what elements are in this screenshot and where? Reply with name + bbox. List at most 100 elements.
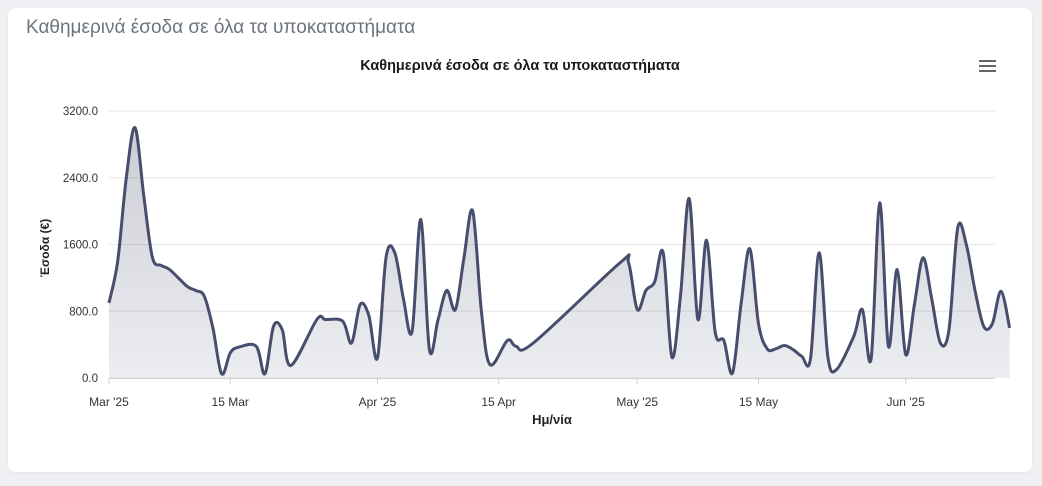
x-tick-label: Apr '25: [359, 395, 397, 409]
data-point: [376, 356, 380, 360]
y-tick-label: 1600.0: [63, 240, 98, 252]
data-point: [739, 301, 743, 305]
data-point: [938, 341, 942, 345]
data-point: [973, 288, 977, 292]
data-point: [964, 243, 968, 247]
data-point: [809, 357, 813, 361]
data-point: [159, 263, 163, 267]
data-point: [150, 255, 154, 259]
y-tick-label: 2400.0: [63, 173, 98, 185]
data-point: [350, 341, 354, 345]
y-axis-ticks: 0.0 800.0 1600.0 2400.0 3200.0: [63, 106, 98, 385]
data-point: [220, 372, 224, 376]
revenue-area-chart: Καθημερινά έσοδα σε όλα τα υποκαταστήματ…: [38, 56, 1012, 427]
data-point: [912, 303, 916, 307]
data-point: [514, 344, 518, 348]
data-point: [315, 318, 319, 322]
data-point: [462, 255, 466, 259]
y-tick-label: 3200.0: [63, 106, 98, 118]
data-point: [791, 348, 795, 352]
data-point: [653, 280, 657, 284]
chart-title: Καθημερινά έσοδα σε όλα τα υποκαταστήματ…: [360, 58, 680, 74]
data-point: [341, 319, 345, 323]
data-point: [436, 318, 440, 322]
data-point: [384, 255, 388, 259]
data-point: [826, 354, 830, 358]
data-point: [254, 344, 258, 348]
data-point: [367, 313, 371, 317]
data-point: [731, 371, 735, 375]
data-point: [852, 334, 856, 338]
x-tick-label: 15 May: [739, 395, 778, 409]
data-point: [930, 297, 934, 301]
x-tick-label: Mar '25: [89, 395, 129, 409]
data-point: [679, 293, 683, 297]
data-point: [904, 353, 908, 357]
data-point: [202, 294, 206, 298]
data-point: [757, 322, 761, 326]
data-point: [453, 308, 457, 312]
data-point: [999, 289, 1003, 293]
data-point: [194, 288, 198, 292]
data-point: [696, 318, 700, 322]
data-point: [765, 347, 769, 351]
y-tick-label: 800.0: [69, 306, 98, 318]
data-point: [272, 324, 276, 328]
data-point: [800, 354, 804, 358]
data-point: [401, 297, 405, 301]
data-point: [237, 345, 241, 349]
data-point: [471, 209, 475, 213]
data-point: [1008, 326, 1012, 330]
data-point: [878, 201, 882, 205]
data-point: [869, 357, 873, 361]
data-point: [627, 261, 631, 265]
data-point: [947, 328, 951, 332]
data-point: [488, 363, 492, 367]
data-point: [860, 308, 864, 312]
data-point: [142, 192, 146, 196]
data-point: [956, 226, 960, 230]
x-tick-label: May '25: [616, 395, 658, 409]
data-point: [531, 341, 535, 345]
x-axis-ticks: Mar '25 15 Mar Apr '25 15 Apr May '25 15 May J…: [89, 378, 995, 409]
data-point: [661, 251, 665, 255]
data-point: [817, 251, 821, 255]
chart-menu-icon[interactable]: [976, 56, 1000, 78]
data-point: [133, 126, 137, 130]
x-tick-label: Jun '25: [887, 395, 926, 409]
data-point: [990, 322, 994, 326]
data-point: [687, 197, 691, 201]
data-point: [116, 259, 120, 263]
data-point: [705, 238, 709, 242]
data-point: [324, 318, 328, 322]
data-point: [228, 351, 232, 355]
data-point: [886, 344, 890, 348]
data-point: [185, 284, 189, 288]
data-point: [107, 301, 111, 305]
data-point: [479, 309, 483, 313]
data-point: [280, 328, 284, 332]
data-point: [505, 339, 509, 343]
y-tick-label: 0.0: [82, 373, 98, 385]
data-point: [419, 218, 423, 222]
data-point: [445, 288, 449, 292]
revenue-line: [107, 126, 1012, 376]
data-point: [644, 288, 648, 292]
data-point: [748, 247, 752, 251]
data-point: [393, 251, 397, 255]
data-point: [427, 348, 431, 352]
data-point: [895, 268, 899, 272]
data-point: [670, 355, 674, 359]
card-title: Καθημερινά έσοδα σε όλα τα υποκαταστήματ…: [26, 17, 416, 38]
data-point: [168, 268, 172, 272]
data-point: [358, 303, 362, 307]
data-point: [635, 308, 639, 312]
data-point: [211, 326, 215, 330]
data-point: [124, 176, 128, 180]
x-axis-label: Ημ/νία: [532, 412, 572, 427]
data-point: [774, 347, 778, 351]
data-point: [618, 261, 622, 265]
data-point: [410, 329, 414, 333]
data-point: [713, 330, 717, 334]
revenue-area: [109, 127, 1010, 378]
